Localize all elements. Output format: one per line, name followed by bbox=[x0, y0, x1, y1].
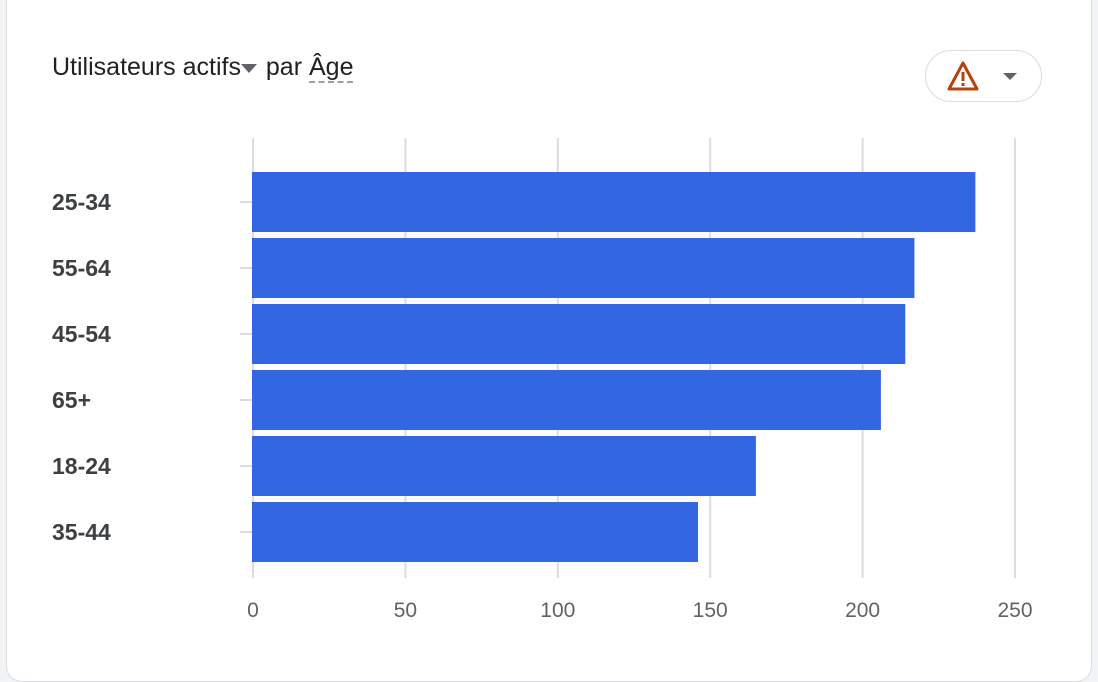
title-connector: par bbox=[265, 53, 303, 81]
bar-45-54 bbox=[252, 304, 906, 364]
category-label: 55-64 bbox=[52, 255, 111, 281]
metric-selector[interactable]: Utilisateurs actifs bbox=[52, 53, 259, 81]
x-tick-label: 100 bbox=[540, 599, 575, 622]
category-label: 18-24 bbox=[52, 453, 111, 479]
chart-title: Utilisateurs actifs par Âge bbox=[52, 53, 354, 83]
dimension-selector[interactable]: Âge bbox=[309, 53, 354, 83]
x-tick-label: 250 bbox=[997, 599, 1032, 622]
x-tick-label: 150 bbox=[693, 599, 728, 622]
warning-dropdown-button[interactable] bbox=[925, 50, 1042, 102]
category-label: 35-44 bbox=[52, 519, 111, 545]
category-label: 65+ bbox=[52, 387, 91, 413]
bar-35-44 bbox=[252, 502, 699, 562]
chevron-down-icon bbox=[1003, 73, 1017, 80]
x-tick-label: 200 bbox=[845, 599, 880, 622]
caret-down-icon bbox=[240, 63, 257, 73]
bar-25-34 bbox=[252, 172, 976, 232]
bar-65+ bbox=[252, 370, 881, 430]
bar-55-64 bbox=[252, 238, 915, 298]
category-label: 25-34 bbox=[52, 189, 111, 215]
category-label: 45-54 bbox=[52, 321, 111, 347]
bar-18-24 bbox=[252, 436, 756, 496]
metric-label: Utilisateurs actifs bbox=[52, 53, 241, 81]
warning-icon bbox=[947, 61, 979, 91]
x-tick-label: 0 bbox=[247, 599, 259, 622]
bar-chart: 0 50 100 150 200 250 25-34 55-64 45-54 65+ 18-24 35… bbox=[52, 138, 1033, 622]
x-tick-label: 50 bbox=[394, 599, 417, 622]
